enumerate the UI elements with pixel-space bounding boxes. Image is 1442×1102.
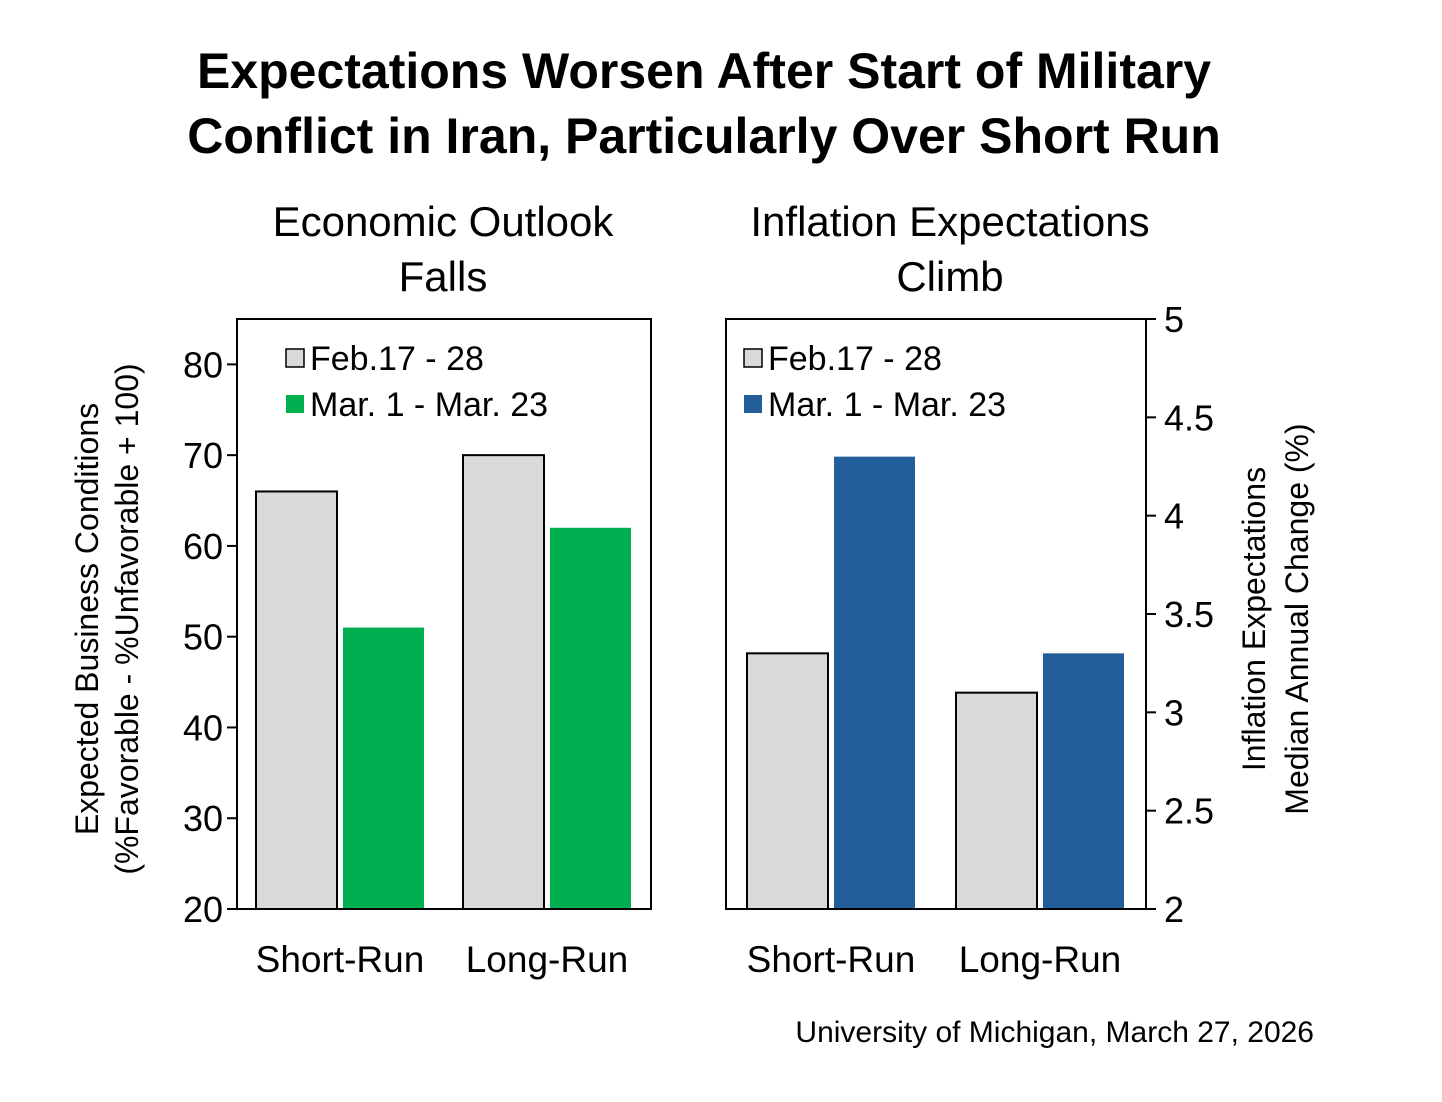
y-tick-label: 30	[183, 798, 223, 839]
legend-label: Feb.17 - 28	[310, 340, 484, 378]
main-title-line-2: Conflict in Iran, Particularly Over Shor…	[187, 108, 1221, 164]
bar-long-run-series-2	[1043, 653, 1124, 909]
legend-swatch	[743, 348, 763, 368]
y-tick-label: 2	[1164, 889, 1184, 930]
y-tick-label: 5	[1164, 299, 1184, 340]
x-tick-label: Long-Run	[959, 939, 1122, 980]
y-axis-label: Median Annual Change (%)	[1279, 423, 1315, 814]
bar-long-run-series-1	[955, 691, 1038, 911]
subplot-title: Economic Outlook	[273, 198, 615, 245]
y-tick-label: 70	[183, 435, 223, 476]
bar-short-run-series-2	[343, 627, 424, 909]
y-tick-label: 3	[1164, 692, 1184, 733]
bar-long-run-series-1	[462, 454, 545, 910]
legend-swatch	[286, 395, 304, 413]
y-axis-label: Inflation Expectations	[1236, 467, 1272, 771]
source-note: University of Michigan, March 27, 2026	[795, 1016, 1314, 1049]
y-axis-label: (%Favorable - %Unfavorable + 100)	[109, 363, 145, 874]
bar-long-run-series-2	[550, 527, 631, 909]
x-tick-label: Short-Run	[256, 939, 425, 980]
y-tick-label: 20	[183, 889, 223, 930]
subplot-title: Inflation Expectations	[750, 198, 1149, 245]
bar-short-run-series-1	[255, 490, 338, 910]
main-title-line-1: Expectations Worsen After Start of Milit…	[197, 43, 1211, 99]
y-tick-label: 4.5	[1164, 397, 1214, 438]
legend-label: Feb.17 - 28	[768, 340, 942, 378]
y-tick-label: 80	[183, 344, 223, 385]
y-tick-label: 40	[183, 707, 223, 748]
legend-label: Mar. 1 - Mar. 23	[310, 386, 548, 424]
legend-swatch	[744, 395, 762, 413]
legend-swatch	[285, 348, 305, 368]
y-tick-label: 3.5	[1164, 594, 1214, 635]
subplot-title: Climb	[896, 253, 1003, 300]
bar-short-run-series-2	[834, 456, 915, 909]
bar-short-run-series-1	[746, 652, 829, 910]
y-tick-label: 60	[183, 526, 223, 567]
subplot-title: Falls	[399, 253, 488, 300]
y-tick-label: 4	[1164, 496, 1184, 537]
x-tick-label: Long-Run	[466, 939, 629, 980]
y-tick-label: 50	[183, 617, 223, 658]
legend-label: Mar. 1 - Mar. 23	[768, 386, 1006, 424]
y-axis-label: Expected Business Conditions	[69, 403, 105, 835]
plot-frame	[236, 318, 652, 910]
x-tick-label: Short-Run	[747, 939, 916, 980]
y-tick-label: 2.5	[1164, 791, 1214, 832]
